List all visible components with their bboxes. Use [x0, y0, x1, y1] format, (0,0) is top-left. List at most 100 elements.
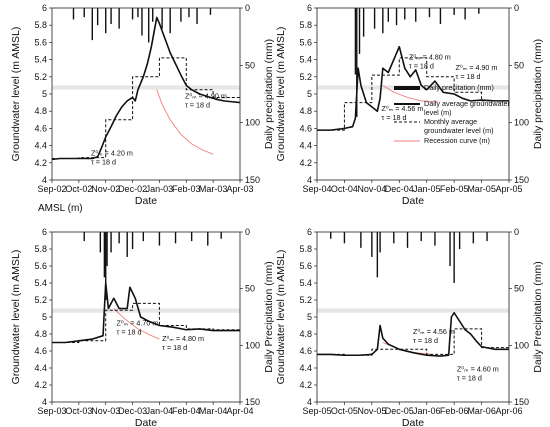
x-tick-label: Mar-03 — [199, 184, 228, 194]
annotation-line: τ = 18 d — [457, 373, 482, 382]
reference-band — [52, 308, 240, 313]
legend-daily-label-1: Daily average groundwater — [424, 99, 511, 108]
precip-bar — [458, 232, 461, 249]
annotation-line: Z⁰ₘ = 4.70 m — [116, 319, 158, 328]
x-tick-label: Jan-05 — [413, 184, 441, 194]
x-tick-label: Jan-04 — [146, 406, 174, 416]
precip-bar — [373, 8, 376, 29]
daily-line — [317, 45, 509, 131]
y-tick-label: 5.2 — [34, 295, 47, 305]
reference-band — [52, 85, 240, 90]
y-tick-label: 4.2 — [34, 380, 47, 390]
y-tick-label: 4 — [307, 397, 312, 407]
precip-bar — [106, 232, 108, 266]
x-tick-label: Feb-04 — [172, 406, 201, 416]
precip-bar — [174, 232, 177, 244]
y2-axis-title: Daily precipitation (mm) — [263, 39, 275, 149]
precip-bar — [118, 232, 120, 244]
precip-bar — [91, 8, 93, 41]
legend: Daily precitation (mm) Daily average gro… — [394, 83, 511, 145]
precip-bar — [404, 8, 406, 20]
y-tick-label: 4 — [307, 175, 312, 185]
precip-bar — [486, 232, 488, 242]
panel-br: 4 4.2 4.4 4.6 4.8 5 5.2 5.4 5.6 5.8 6 0 50 100 150 Sep-… — [275, 227, 544, 427]
annotation-line: τ = 18 d — [381, 113, 406, 122]
y-tick-label: 5.6 — [299, 261, 312, 271]
y-tick-label: 5.8 — [34, 244, 47, 254]
annotation-line: τ = 18 d — [409, 62, 434, 71]
x-tick-label: Mar-04 — [199, 406, 228, 416]
precip-bar — [376, 232, 379, 278]
y-tick-label: 4.4 — [299, 363, 312, 373]
y-tick-label: 4.8 — [34, 106, 47, 116]
recession-curve — [156, 89, 214, 155]
x-tick-label: Nov-04 — [357, 184, 386, 194]
recession-curve — [382, 85, 438, 103]
legend-monthly-label-1: Monthly average — [424, 117, 477, 126]
precip-bar — [393, 232, 395, 244]
y2-tick-label: 100 — [514, 340, 529, 350]
precip-bar — [453, 232, 455, 283]
precip-bar — [209, 8, 212, 15]
x-tick-label: Sep-04 — [302, 184, 331, 194]
daily-line — [317, 311, 509, 357]
y2-axis-title: Daily Precipitation (mm) — [263, 261, 275, 372]
precip-bar — [434, 232, 436, 246]
y2-tick-label: 150 — [514, 175, 529, 185]
precip-bar — [72, 8, 75, 20]
precip-bar — [472, 232, 475, 244]
precip-bar — [395, 8, 398, 26]
precip-bar — [103, 232, 106, 278]
y-tick-label: 6 — [42, 3, 47, 13]
x-axis-title: Date — [402, 195, 424, 207]
precip-bar — [382, 8, 384, 34]
y-tick-label: 4.2 — [299, 380, 312, 390]
x-tick-label: Jan-06 — [413, 406, 441, 416]
precip-bar — [110, 232, 112, 253]
y2-tick-label: 0 — [245, 3, 250, 13]
y-tick-label: 5.8 — [299, 20, 312, 30]
precip-bar — [449, 232, 451, 266]
precip-bar — [220, 232, 222, 239]
annotation-line: Z⁰ₘ = 4.90 m — [456, 63, 498, 72]
x-tick-label: Dec-02 — [118, 184, 147, 194]
precip-bar — [118, 8, 120, 29]
reference-band — [317, 308, 509, 313]
x-tick-label: Feb-03 — [172, 184, 201, 194]
recession-curve — [113, 308, 160, 340]
y-tick-label: 5.6 — [34, 261, 47, 271]
y-tick-label: 4.6 — [299, 123, 312, 133]
y-tick-label: 5.4 — [34, 278, 47, 288]
y2-tick-label: 150 — [514, 397, 529, 407]
precip-bar — [180, 8, 182, 22]
precip-bar — [190, 232, 193, 242]
precip-bar — [126, 232, 128, 257]
x-axis-title: Date — [135, 417, 157, 427]
annotation-line: τ = 18 d — [185, 100, 210, 109]
precip-bar — [99, 232, 102, 253]
y-tick-label: 5 — [307, 89, 312, 99]
precip-bar — [439, 8, 442, 25]
precip-bar — [362, 8, 365, 37]
panel-bl: 4 4.2 4.4 4.6 4.8 5 5.2 5.4 5.6 5.8 6 0 50 100 150 Sep-… — [10, 227, 275, 427]
precip-bar — [196, 8, 198, 25]
y-tick-label: 5.6 — [299, 37, 312, 47]
precip-bar — [356, 8, 358, 117]
annotation-line: τ = 18 d — [91, 157, 116, 166]
precip-bar — [428, 8, 431, 18]
y-tick-label: 4.2 — [299, 158, 312, 168]
precip-bar — [453, 8, 455, 15]
precip-bar — [83, 232, 85, 242]
x-axis-title: Date — [135, 195, 157, 207]
x-tick-label: Oct-05 — [331, 406, 358, 416]
annotation-line: Z⁰ₘ = 4.80 m — [162, 334, 204, 343]
precip-bar — [147, 8, 150, 43]
y2-tick-label: 0 — [245, 227, 250, 237]
precip-bar — [420, 232, 422, 242]
precip-bar — [105, 232, 107, 300]
y-tick-label: 5.4 — [299, 278, 312, 288]
